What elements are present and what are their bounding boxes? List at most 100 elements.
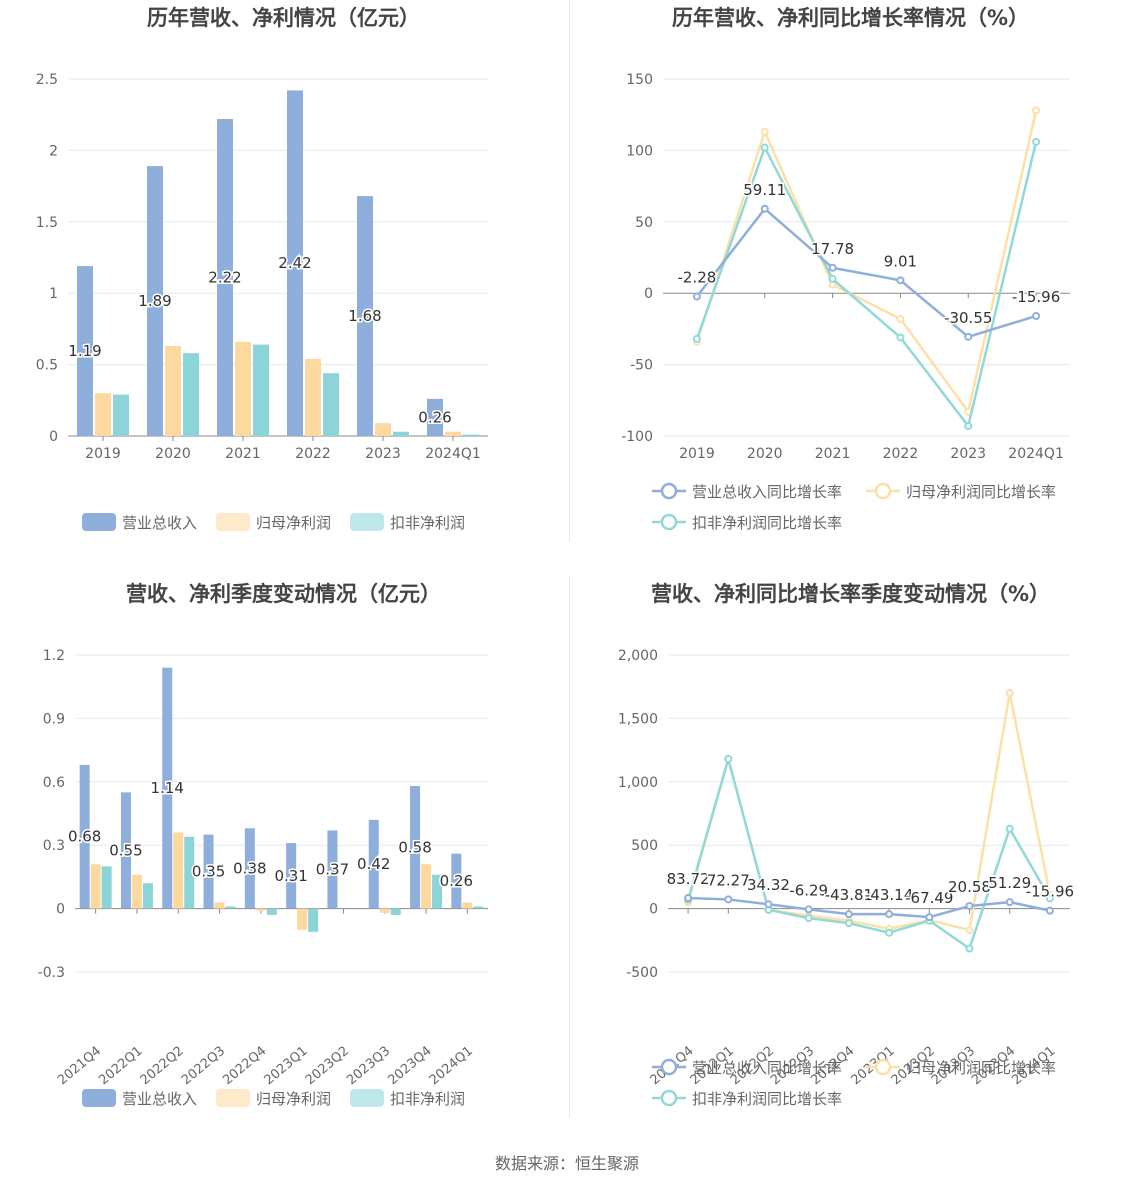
- data-point: [828, 274, 837, 283]
- bar: [77, 266, 93, 436]
- bar: [79, 764, 90, 909]
- panel-divider: [569, 576, 570, 1118]
- chart-title: 历年营收、净利情况（亿元）: [147, 6, 420, 30]
- data-label: 1.89: [138, 292, 171, 310]
- y-tick-label: 1.2: [43, 648, 65, 664]
- bar: [253, 344, 269, 436]
- x-tick-label: 2020: [747, 446, 783, 462]
- x-tick-label: 2022Q1: [96, 1044, 145, 1089]
- y-tick-label: 1,000: [618, 775, 658, 791]
- bar: [162, 667, 173, 909]
- bar: [393, 431, 409, 436]
- data-point: [885, 928, 894, 937]
- data-point: [965, 944, 974, 953]
- data-label: 59.11: [743, 181, 786, 199]
- legend-marker: [660, 482, 678, 500]
- panel-divider: [569, 0, 570, 542]
- y-tick-label: 1,500: [618, 711, 658, 727]
- legend-swatch: [350, 1089, 384, 1107]
- bar: [368, 819, 379, 909]
- bar: [217, 118, 233, 436]
- data-point: [896, 314, 905, 323]
- quarterly-bar-chart: -0.300.30.60.91.22021Q42022Q12022Q22022Q…: [38, 648, 488, 1108]
- y-tick-label: -0.3: [38, 965, 65, 981]
- legend-label: 营业总收入同比增长率: [692, 1059, 842, 1077]
- y-tick-label: 0: [649, 902, 658, 918]
- bar: [120, 792, 131, 909]
- data-label: 51.29: [988, 874, 1031, 892]
- chart-title: 历年营收、净利同比增长率情况（%）: [671, 6, 1030, 30]
- data-label: 0.38: [233, 859, 266, 877]
- data-label: -43.81: [825, 886, 873, 904]
- legend-label: 营业总收入同比增长率: [692, 483, 842, 501]
- bar: [165, 346, 181, 436]
- bar: [323, 373, 339, 436]
- bar: [390, 908, 401, 915]
- legend-swatch: [350, 513, 384, 531]
- legend-label: 扣非净利润: [390, 514, 465, 532]
- data-label: -30.55: [944, 309, 992, 327]
- bar: [255, 908, 266, 911]
- bar: [410, 786, 421, 909]
- data-point: [844, 910, 853, 919]
- data-label: -43.14: [865, 886, 913, 904]
- legend-marker: [660, 513, 678, 531]
- x-tick-label: 2022Q2: [138, 1044, 187, 1089]
- y-tick-label: 0.9: [43, 711, 65, 727]
- legend-swatch: [216, 1089, 250, 1107]
- data-label: 1.14: [151, 779, 184, 797]
- bar: [445, 431, 461, 436]
- x-tick-label: 2023Q4: [385, 1044, 434, 1089]
- data-point: [964, 332, 973, 341]
- legend-marker: [874, 1058, 892, 1076]
- data-label: 20.58: [948, 878, 991, 896]
- bar: [297, 908, 308, 930]
- bar: [451, 853, 462, 909]
- x-tick-label: 2021: [225, 446, 261, 462]
- annual-growth-panel: 历年营收、净利同比增长率情况（%） -100 -50 0 50 100 150 2019 20…: [567, 0, 1134, 570]
- annual-line-chart: -100 -50 0 50 100 150 2019 2020 2021 2022 2023 2024…: [621, 72, 1070, 532]
- series-line: [688, 896, 1051, 919]
- y-tick-label: 150: [626, 72, 653, 88]
- legend-marker: [874, 482, 892, 500]
- y-tick-label: 2: [49, 143, 58, 159]
- legend-marker: [660, 1058, 678, 1076]
- data-label: -2.28: [678, 268, 717, 286]
- annual-revenue-profit-panel: 历年营收、净利情况（亿元） 0 0.5 1 1.5 2 2.5 2019 2020 2021 20…: [0, 0, 567, 570]
- bar: [266, 908, 277, 915]
- legend-label: 营业总收入: [122, 1090, 197, 1108]
- bar: [147, 166, 163, 436]
- series-line: [695, 206, 1037, 339]
- data-label: 72.27: [707, 871, 750, 889]
- data-point: [760, 127, 769, 136]
- x-tick-label: 2023Q1: [262, 1044, 311, 1089]
- y-tick-label: -500: [626, 965, 658, 981]
- x-tick-label: 2023Q2: [303, 1044, 352, 1089]
- data-label: 0.26: [418, 408, 451, 426]
- x-tick-label: 2022Q3: [179, 1044, 228, 1089]
- series-line: [686, 754, 1051, 951]
- legend-label: 营业总收入: [122, 514, 197, 532]
- x-tick-label: 2021: [815, 446, 851, 462]
- legend-label: 归母净利润同比增长率: [906, 483, 1056, 501]
- x-tick-label: 2024Q1: [427, 1044, 476, 1089]
- data-label: 9.01: [884, 252, 917, 270]
- y-tick-label: 1: [49, 286, 58, 302]
- quarterly-growth-panel: 营收、净利同比增长率季度变动情况（%） -500 0 500 1,000 1,500 2,…: [567, 576, 1134, 1146]
- bar: [305, 358, 321, 436]
- data-point: [804, 905, 813, 914]
- chart-title: 营收、净利季度变动情况（亿元）: [126, 582, 441, 606]
- bar: [308, 908, 319, 932]
- legend-label: 扣非净利润同比增长率: [692, 1090, 842, 1108]
- bar: [214, 902, 225, 909]
- x-tick-label: 2023Q3: [344, 1044, 393, 1089]
- data-point: [896, 276, 905, 285]
- legend-swatch: [216, 513, 250, 531]
- data-point: [965, 926, 974, 935]
- data-label: 0.35: [192, 863, 225, 881]
- quarterly-revenue-profit-panel: 营收、净利季度变动情况（亿元） -0.3 0 0.3 0.6 0.9 1.2 2021Q4 2…: [0, 576, 567, 1146]
- data-label: 1.68: [348, 307, 381, 325]
- data-point: [804, 914, 813, 923]
- data-label: 0.55: [109, 841, 142, 859]
- data-label: 1.19: [68, 342, 101, 360]
